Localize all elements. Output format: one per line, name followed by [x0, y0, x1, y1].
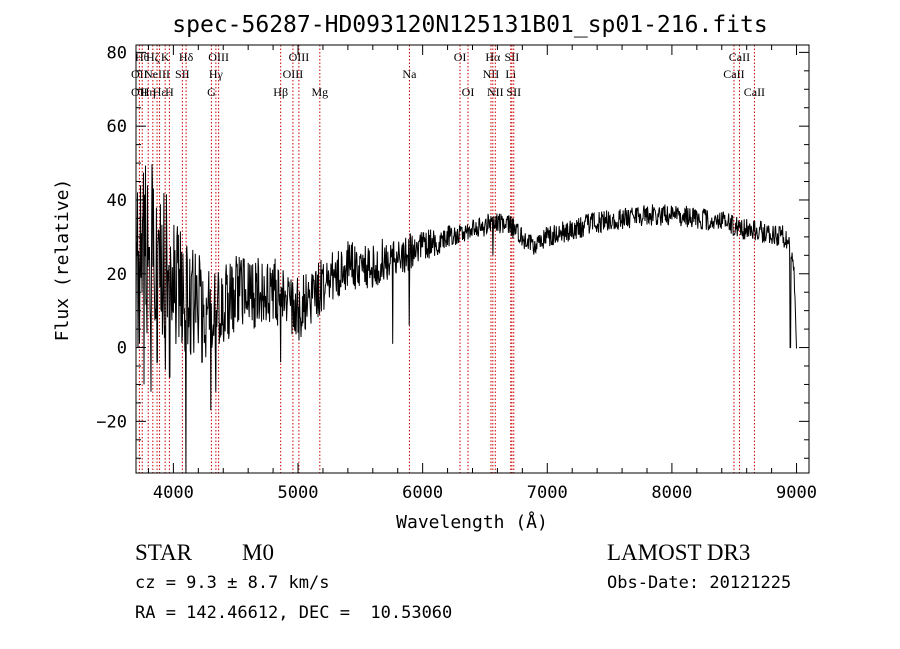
- line-marker-label: Hε: [153, 85, 167, 99]
- y-axis: −20 0 20 40 60 80: [96, 43, 809, 459]
- line-marker-label: H: [165, 85, 174, 99]
- line-marker-label: OIII: [283, 67, 304, 81]
- line-marker-label: Li: [505, 67, 516, 81]
- object-class: STAR: [135, 540, 192, 565]
- x-axis: 4000 5000 6000 7000 8000 9000: [147, 45, 817, 503]
- observation-date: Obs-Date: 20121225: [607, 573, 792, 593]
- y-tick-label: 20: [107, 265, 127, 285]
- y-tick-label: −20: [96, 412, 127, 432]
- y-axis-label: Flux (relative): [52, 179, 73, 342]
- line-marker-label: SII: [506, 85, 521, 99]
- line-marker-label: OII: [131, 67, 148, 81]
- line-marker-label: NII: [487, 85, 504, 99]
- line-marker-label: CaII: [729, 50, 750, 64]
- line-marker-label: OI: [462, 85, 475, 99]
- x-tick-label: 6000: [402, 483, 443, 503]
- line-marker-label: Hβ: [273, 85, 288, 99]
- spectral-line-markers: OIIOIIHθHηHζNeIIIHεKHSIIHδGHγOIIIHβOIIIO…: [131, 45, 765, 473]
- x-axis-label: Wavelength (Å): [396, 511, 548, 533]
- line-marker-label: Hθ: [135, 50, 150, 64]
- line-marker-label: NII: [483, 67, 500, 81]
- x-tick-label: 8000: [651, 483, 692, 503]
- line-marker-label: OI: [454, 50, 467, 64]
- line-marker-label: Hγ: [209, 67, 224, 81]
- line-marker-label: CaII: [723, 67, 744, 81]
- y-tick-label: 60: [107, 117, 127, 137]
- line-marker-label: Mg: [311, 85, 328, 99]
- spectrum-line: [135, 164, 797, 474]
- line-marker-label: OIII: [208, 50, 229, 64]
- line-marker-label: Hα: [485, 50, 501, 64]
- line-marker-label: SII: [175, 67, 190, 81]
- line-marker-label: Hζ: [146, 50, 160, 64]
- line-marker-label: OII: [131, 85, 148, 99]
- y-tick-label: 80: [107, 43, 127, 63]
- x-tick-label: 4000: [153, 483, 194, 503]
- survey-name: LAMOST DR3: [607, 540, 751, 565]
- line-marker-label: G: [207, 85, 216, 99]
- x-tick-label: 5000: [278, 483, 319, 503]
- line-marker-label: NeIII: [144, 67, 170, 81]
- redshift-value: cz = 9.3 ± 8.7 km/s: [135, 573, 330, 593]
- line-marker-label: Na: [402, 67, 417, 81]
- object-subclass: M0: [242, 540, 274, 565]
- series-layer: [135, 164, 797, 474]
- chart-title: spec-56287-HD093120N125131B01_sp01-216.f…: [172, 12, 767, 38]
- y-tick-label: 40: [107, 191, 127, 211]
- x-tick-label: 7000: [527, 483, 568, 503]
- line-marker-label: Hδ: [179, 50, 194, 64]
- line-marker-label: CaII: [744, 85, 765, 99]
- line-marker-label: Hη: [141, 85, 156, 99]
- plot-frame: [135, 44, 810, 474]
- y-tick-label: 0: [117, 339, 127, 359]
- x-tick-label: 9000: [776, 483, 817, 503]
- line-marker-label: SII: [505, 50, 520, 64]
- line-marker-label: OIII: [289, 50, 310, 64]
- line-marker-label: K: [161, 50, 170, 64]
- coordinates: RA = 142.46612, DEC = 10.53060: [135, 603, 453, 623]
